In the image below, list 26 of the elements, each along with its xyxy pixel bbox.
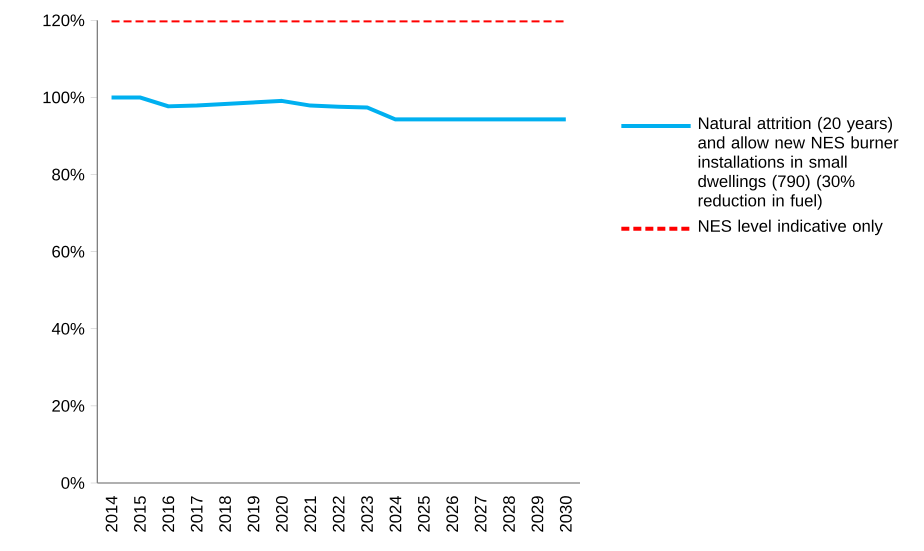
x-tick-label: 2020 (276, 496, 288, 532)
x-tick-label: 2024 (390, 496, 402, 532)
x-tick-label: 2019 (248, 496, 260, 532)
x-tick-label: 2028 (503, 496, 515, 532)
y-tick-label: 80% (52, 168, 84, 180)
x-tick-label: 2016 (162, 496, 174, 532)
legend-label: NES level indicative only (698, 220, 883, 236)
x-tick-label: 2029 (532, 496, 544, 532)
y-tick-label: 100% (43, 92, 84, 104)
x-tick-label: 2014 (106, 496, 118, 532)
y-tick-label: 60% (52, 246, 84, 258)
x-tick-label: 2026 (446, 496, 458, 532)
x-tick-label: 2017 (190, 496, 203, 532)
x-tick-label: 2015 (134, 496, 146, 532)
y-tick-label: 120% (43, 14, 84, 26)
x-tick-label: 2030 (560, 496, 572, 532)
legend-label: Natural attrition (20 years) and allow new NES burner installations in small dwellings (790) (30% reduction in fuel) (698, 116, 898, 210)
x-tick-label: 2021 (304, 496, 316, 532)
y-tick-label: 40% (52, 322, 84, 335)
y-tick-label: 20% (52, 400, 84, 412)
x-tick-label: 2022 (332, 496, 345, 532)
x-tick-label: 2018 (219, 496, 232, 532)
x-tick-label: 2025 (418, 496, 430, 532)
x-tick-label: 2023 (361, 496, 373, 532)
x-tick-label: 2027 (474, 496, 487, 532)
y-tick-label: 0% (61, 477, 84, 489)
